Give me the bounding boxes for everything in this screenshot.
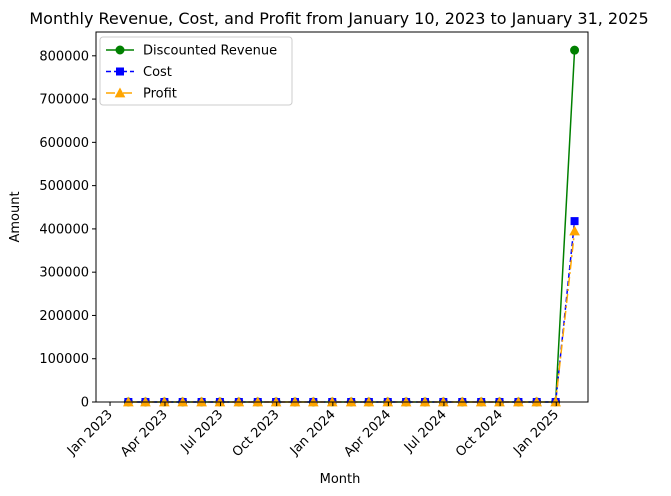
x-tick-label: Jan 2025	[510, 407, 562, 459]
x-tick-label: Apr 2023	[118, 407, 171, 460]
series-0-point-24	[570, 45, 580, 55]
plot-frame	[95, 31, 589, 403]
legend-label-2: Profit	[143, 87, 177, 102]
series-line-1	[128, 221, 576, 403]
series-1-point-24	[570, 217, 579, 226]
y-tick-label: 400000	[39, 222, 89, 237]
y-tick-label: 200000	[39, 309, 89, 324]
legend-item-2: Profit	[106, 87, 177, 102]
legend-items: Discounted Revenue Cost Profit	[106, 44, 277, 102]
y-tick-label: 600000	[39, 136, 89, 151]
legend: Discounted Revenue Cost Profit	[99, 36, 293, 106]
legend-frame	[99, 36, 293, 106]
y-tick-label: 100000	[39, 352, 89, 367]
legend-marker-2	[114, 87, 126, 98]
y-tick-label: 300000	[39, 266, 89, 281]
chart-title: Monthly Revenue, Cost, and Profit from J…	[29, 9, 648, 28]
x-tick-label: Jan 2023	[64, 407, 116, 459]
x-tick-label: Jul 2024	[401, 407, 450, 456]
y-tick-label: 0	[81, 396, 89, 411]
y-tick-label: 500000	[39, 179, 89, 194]
y-axis-label: Amount	[8, 191, 23, 242]
legend-marker-1	[116, 67, 124, 76]
legend-marker-0	[115, 45, 125, 55]
y-tick-label: 700000	[39, 93, 89, 108]
legend-item-0: Discounted Revenue	[106, 44, 277, 59]
legend-label-0: Discounted Revenue	[143, 44, 277, 59]
x-tick-label: Oct 2024	[453, 407, 506, 460]
x-axis-label: Month	[320, 472, 361, 487]
x-tick-label: Apr 2024	[341, 407, 394, 460]
x-tick-label: Jul 2023	[178, 407, 227, 456]
x-tick-label: Oct 2023	[230, 407, 283, 460]
series-2-point-24	[569, 225, 580, 236]
legend-label-1: Cost	[143, 65, 172, 80]
legend-item-1: Cost	[106, 65, 172, 80]
series-line-2	[128, 230, 576, 403]
x-tick-label: Jan 2024	[287, 407, 339, 459]
y-tick-label: 800000	[39, 49, 89, 64]
